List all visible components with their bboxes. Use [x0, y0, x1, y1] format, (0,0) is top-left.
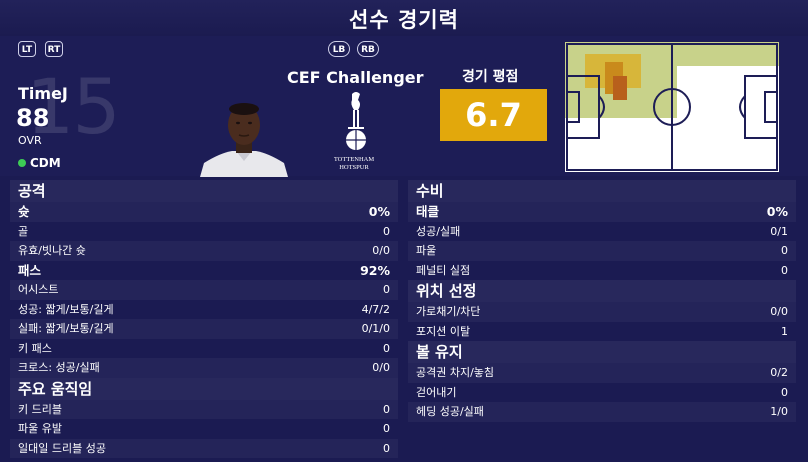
- stat-label: 파울: [416, 244, 437, 257]
- stat-value: 1/0: [770, 405, 788, 418]
- team-name: CEF Challenger: [287, 68, 424, 87]
- stat-value: 0%: [766, 204, 788, 219]
- stat-label: 슛: [18, 204, 30, 219]
- defense-stat-row: 포지션 이탈 1: [408, 322, 796, 342]
- position-label: CDM: [30, 156, 61, 170]
- offense-section-title: 공격: [10, 180, 398, 202]
- defense-stat-row: 공격권 차지/놓침 0/2: [408, 363, 796, 383]
- stat-value: 0/0: [770, 305, 788, 318]
- stat-label: 유효/빗나간 슛: [18, 244, 86, 257]
- defense-stat-row: 걷어내기 0: [408, 383, 796, 403]
- defense-section-title: 수비: [408, 180, 796, 202]
- stat-label: 포지션 이탈: [416, 324, 471, 338]
- stat-value: 0%: [368, 204, 390, 219]
- offense-stat-row: 일대일 드리블 성공 0: [10, 438, 398, 458]
- rating-value: 6.7: [440, 89, 547, 141]
- stat-label: 파울 유발: [18, 422, 62, 435]
- stat-value: 0: [781, 385, 788, 399]
- defense-stat-row: 헤딩 성공/실패 1/0: [408, 402, 796, 422]
- stat-value: 4/7/2: [361, 302, 390, 316]
- stat-value: 92%: [360, 262, 390, 278]
- stat-value: 0: [383, 283, 390, 296]
- pitch-lines: [566, 43, 778, 171]
- offense-stat-row: 슛 0%: [10, 202, 398, 222]
- stat-label: 가로채기/차단: [416, 305, 481, 318]
- heat-zone-hot: [613, 76, 627, 100]
- stat-value: 1: [781, 324, 788, 338]
- stat-label: 키 드리블: [18, 402, 62, 416]
- stat-value: 0/0: [372, 361, 390, 374]
- defense-stat-row: 성공/실패 0/1: [408, 222, 796, 242]
- jersey-number: 15: [26, 62, 121, 151]
- title-bar: 선수 경기력: [0, 0, 808, 37]
- stat-value: 0: [383, 441, 390, 455]
- offense-stat-row: 키 패스 0: [10, 339, 398, 359]
- offense-stat-row: 키 드리블 0: [10, 399, 398, 419]
- rating-label: 경기 평점: [462, 69, 519, 85]
- stat-label: 태클: [416, 204, 440, 219]
- rt-button[interactable]: RT: [45, 41, 63, 57]
- offense-stat-row: 어시스트 0: [10, 280, 398, 300]
- offense-stat-row: 패스 92%: [10, 261, 398, 281]
- defense-subsection-title: 위치 선정: [408, 280, 796, 302]
- defense-subsection-title: 볼 유지: [408, 341, 796, 363]
- rb-button[interactable]: RB: [357, 41, 379, 57]
- stat-value: 0: [383, 422, 390, 435]
- stat-label: 키 패스: [18, 341, 52, 355]
- offense-stat-row: 파울 유발 0: [10, 419, 398, 439]
- lb-button[interactable]: LB: [328, 41, 350, 57]
- stat-label: 걷어내기: [416, 385, 457, 399]
- heat-zone-low-2: [677, 42, 779, 66]
- crest-text-2: HOTSPUR: [339, 164, 369, 171]
- stat-label: 공격권 차지/놓침: [416, 366, 495, 379]
- stat-value: 0: [383, 341, 390, 355]
- lt-button[interactable]: LT: [18, 41, 36, 57]
- stat-label: 성공: 짧게/보통/길게: [18, 302, 114, 316]
- player-position: CDM: [18, 156, 61, 170]
- stat-label: 패스: [18, 262, 42, 278]
- crest-text-1: TOTTENHAM: [334, 156, 375, 163]
- stat-label: 페널티 실점: [416, 263, 471, 277]
- stat-value: 0: [383, 402, 390, 416]
- position-dot-icon: [18, 159, 26, 167]
- stat-label: 성공/실패: [416, 224, 461, 238]
- stat-label: 실패: 짧게/보통/길게: [18, 322, 114, 335]
- heatmap-pitch: [565, 42, 779, 172]
- defense-stat-row: 가로채기/차단 0/0: [408, 302, 796, 322]
- heatmap-cells: [565, 42, 779, 118]
- offense-rows: 슛 0% 골 0 유효/빗나간 슛 0/0 패스 92% 어시스트 0 성공: 짧게/보통/길게 4/…: [10, 202, 398, 458]
- stat-value: 0/1: [770, 224, 788, 238]
- offense-stat-row: 성공: 짧게/보통/길게 4/7/2: [10, 300, 398, 320]
- stat-label: 어시스트: [18, 283, 59, 296]
- offense-panel: 공격 슛 0% 골 0 유효/빗나간 슛 0/0 패스 92% 어시스트 0 성공: 짧게/보통/길…: [10, 180, 398, 458]
- stat-label: 골: [18, 224, 29, 238]
- stat-value: 0: [383, 224, 390, 238]
- player-photo: [200, 95, 288, 177]
- stat-label: 크로스: 성공/실패: [18, 361, 100, 374]
- offense-stat-row: 실패: 짧게/보통/길게 0/1/0: [10, 319, 398, 339]
- stat-value: 0/0: [372, 244, 390, 257]
- stat-value: 0/1/0: [361, 322, 390, 335]
- ovr-label: OVR: [18, 134, 42, 147]
- stat-value: 0: [781, 263, 788, 277]
- defense-stat-row: 페널티 실점 0: [408, 261, 796, 281]
- offense-stat-row: 유효/빗나간 슛 0/0: [10, 241, 398, 261]
- offense-stat-row: 크로스: 성공/실패 0/0: [10, 358, 398, 378]
- defense-stat-row: 파울 0: [408, 241, 796, 261]
- defense-stat-row: 태클 0%: [408, 202, 796, 222]
- page-title: 선수 경기력: [349, 8, 459, 32]
- stat-value: 0: [781, 244, 788, 257]
- stat-value: 0/2: [770, 366, 788, 379]
- offense-subsection-title: 주요 움직임: [10, 377, 398, 400]
- player-name: TimeJ: [18, 84, 68, 103]
- stat-label: 헤딩 성공/실패: [416, 405, 484, 418]
- stat-label: 일대일 드리블 성공: [18, 441, 106, 455]
- team-crest-icon: TOTTENHAM HOTSPUR: [334, 92, 375, 171]
- player-ovr: 88: [16, 104, 50, 132]
